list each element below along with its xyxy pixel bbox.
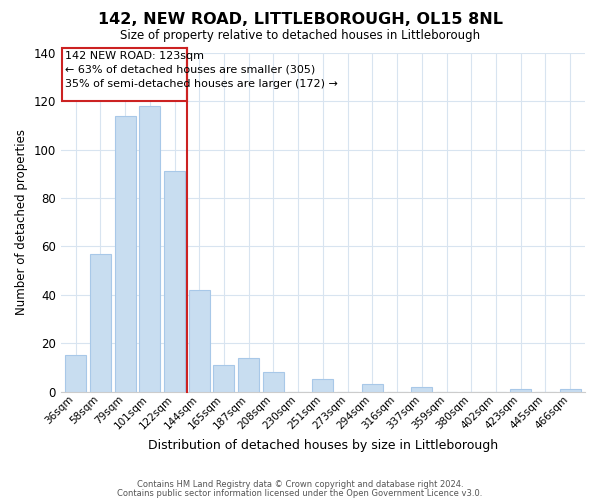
Bar	[115, 116, 136, 392]
Bar	[510, 389, 531, 392]
Bar	[164, 172, 185, 392]
Bar	[189, 290, 210, 392]
Text: Contains HM Land Registry data © Crown copyright and database right 2024.: Contains HM Land Registry data © Crown c…	[137, 480, 463, 489]
Bar	[362, 384, 383, 392]
X-axis label: Distribution of detached houses by size in Littleborough: Distribution of detached houses by size …	[148, 440, 498, 452]
Text: Size of property relative to detached houses in Littleborough: Size of property relative to detached ho…	[120, 29, 480, 42]
Text: Contains public sector information licensed under the Open Government Licence v3: Contains public sector information licen…	[118, 488, 482, 498]
Bar	[214, 365, 235, 392]
Bar	[90, 254, 111, 392]
Bar	[65, 356, 86, 392]
Text: 142, NEW ROAD, LITTLEBOROUGH, OL15 8NL: 142, NEW ROAD, LITTLEBOROUGH, OL15 8NL	[97, 12, 503, 28]
Bar	[313, 380, 334, 392]
Bar	[411, 386, 433, 392]
Text: 142 NEW ROAD: 123sqm
← 63% of detached houses are smaller (305)
35% of semi-deta: 142 NEW ROAD: 123sqm ← 63% of detached h…	[65, 50, 337, 88]
Bar	[263, 372, 284, 392]
Bar	[139, 106, 160, 392]
Bar	[560, 389, 581, 392]
Y-axis label: Number of detached properties: Number of detached properties	[15, 130, 28, 316]
FancyBboxPatch shape	[62, 48, 187, 102]
Bar	[238, 358, 259, 392]
